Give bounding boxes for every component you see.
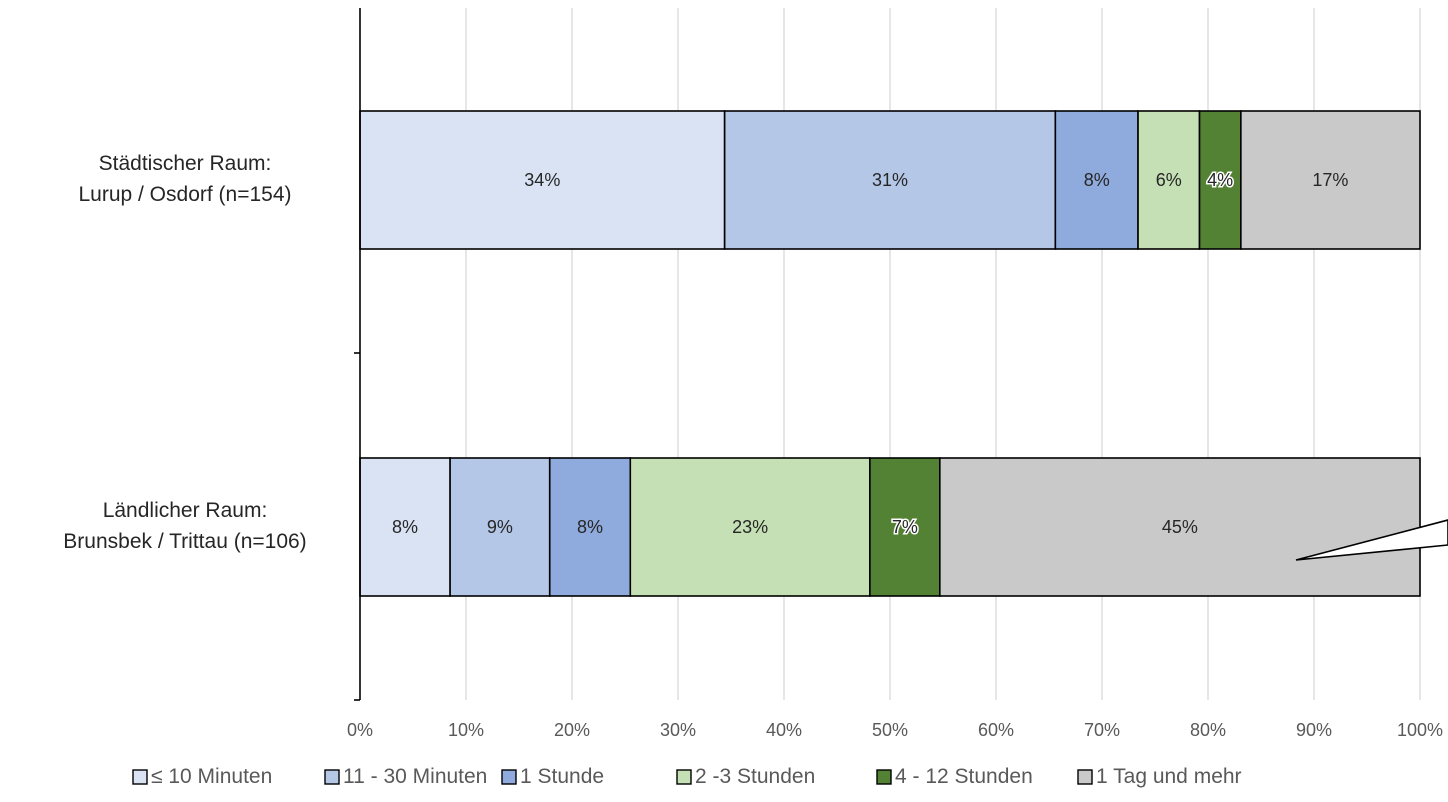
bar-segment xyxy=(629,457,871,597)
x-tick-label: 10% xyxy=(448,720,484,740)
data-label: 8% xyxy=(577,517,603,537)
bar-segment xyxy=(1137,110,1201,250)
legend-label: 4 - 12 Stunden xyxy=(895,765,1033,788)
bars: 34% 31% 8% 6% 4% 17% 8% 9% 8% 23% 7% 45% xyxy=(359,110,1421,597)
data-label: 34% xyxy=(524,170,560,190)
axes xyxy=(354,8,361,701)
data-label: 8% xyxy=(1084,170,1110,190)
category-label: Städtischer Raum: xyxy=(99,152,272,175)
bar-segment xyxy=(939,457,1421,597)
category-labels: Städtischer Raum: Lurup / Osdorf (n=154) L… xyxy=(63,152,306,553)
category-label: Brunsbek / Trittau (n=106) xyxy=(63,530,306,553)
x-tick-label: 30% xyxy=(660,720,696,740)
bar-segment xyxy=(359,110,726,250)
legend: ≤ 10 Minuten 11 - 30 Minuten 1 Stunde 2 -3 … xyxy=(132,765,1242,788)
data-label: 6% xyxy=(1156,170,1182,190)
data-label: 9% xyxy=(487,517,513,537)
legend-label: 11 - 30 Minuten xyxy=(343,765,487,788)
legend-swatch xyxy=(132,769,148,785)
x-tick-label: 60% xyxy=(978,720,1014,740)
legend-swatch xyxy=(876,769,892,785)
bar-segment xyxy=(1240,110,1421,250)
x-tick-label: 100% xyxy=(1397,720,1443,740)
callout-shape xyxy=(1295,519,1448,561)
data-label: 4% xyxy=(1207,170,1233,190)
category-label: Ländlicher Raum: xyxy=(103,499,268,522)
x-tick-label: 20% xyxy=(554,720,590,740)
legend-label: 1 Stunde xyxy=(520,765,604,788)
bar-segment xyxy=(1198,110,1242,250)
bar-segment xyxy=(869,457,941,597)
x-tick-label: 80% xyxy=(1190,720,1226,740)
bar-segment xyxy=(1054,110,1139,250)
data-label: 23% xyxy=(732,517,768,537)
legend-label: 1 Tag und mehr xyxy=(1096,765,1242,788)
x-tick-label: 40% xyxy=(766,720,802,740)
x-tick-label: 90% xyxy=(1296,720,1332,740)
bar-segment xyxy=(359,457,451,597)
bar-segment xyxy=(723,110,1057,250)
legend-swatch xyxy=(1077,769,1093,785)
legend-swatch xyxy=(324,769,340,785)
category-label: Lurup / Osdorf (n=154) xyxy=(78,183,291,206)
x-tick-label: 0% xyxy=(347,720,373,740)
legend-label: ≤ 10 Minuten xyxy=(151,765,272,788)
legend-label: 2 -3 Stunden xyxy=(695,765,815,788)
bar-segment xyxy=(548,457,632,597)
bar-segment xyxy=(449,457,551,597)
legend-swatch xyxy=(676,769,692,785)
data-label: 17% xyxy=(1312,170,1348,190)
x-tick-label: 50% xyxy=(872,720,908,740)
x-tick-labels: 0% 10% 20% 30% 40% 50% 60% 70% 80% 90% 100% xyxy=(347,720,1443,740)
data-label: 8% xyxy=(392,517,418,537)
legend-swatch xyxy=(501,769,517,785)
data-label: 31% xyxy=(872,170,908,190)
x-tick-label: 70% xyxy=(1084,720,1120,740)
data-label: 45% xyxy=(1162,517,1198,537)
data-label: 7% xyxy=(892,517,918,537)
